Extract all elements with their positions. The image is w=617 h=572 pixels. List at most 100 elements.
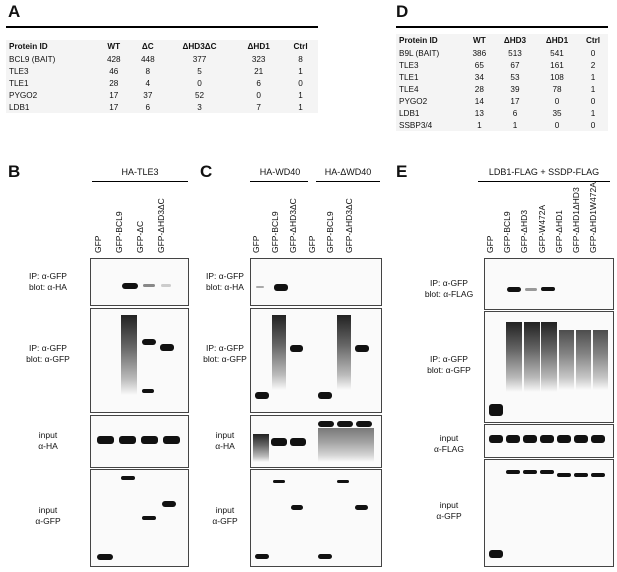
lane-label: GFP-ΔC: [135, 220, 145, 253]
panel-b-blot-ip-ha: [90, 258, 189, 306]
table-cell: 65: [474, 60, 484, 70]
table-header-cell: Ctrl: [293, 42, 308, 51]
table-d-top-rule: [396, 26, 608, 28]
table-cell: 1: [477, 120, 482, 130]
table-cell: 1: [298, 90, 303, 100]
table-cell: 1: [512, 120, 518, 130]
label-line: IP: α-GFP: [206, 271, 244, 281]
table-cell: 0: [554, 96, 560, 106]
panel-c-header-wd40: HA-WD40: [259, 167, 301, 177]
label-line: blot: α-HA: [206, 282, 244, 292]
label-line: blot: α-HA: [29, 282, 67, 292]
lane-label: GFP-ΔHD1W472A: [588, 182, 599, 253]
table-cell: 513: [508, 48, 522, 58]
table-cell: 1: [590, 72, 596, 82]
table-cell: 78: [552, 84, 562, 94]
panel-c-blot-input-ha: [250, 415, 382, 468]
panel-b-header-rule: [92, 181, 188, 182]
lane-label: GFP: [93, 235, 103, 253]
panel-b-label-input-ha: input α-HA: [8, 430, 88, 452]
lane-label: GFP: [485, 235, 495, 253]
panel-c-label-input-ha: input α-HA: [202, 430, 248, 452]
table-a-header-row: Protein ID WT ΔC ΔHD3ΔC ΔHD1 Ctrl: [6, 40, 318, 53]
table-cell: LDB1: [399, 108, 420, 118]
label-line: α-HA: [38, 441, 58, 451]
table-cell: 2: [590, 60, 596, 70]
table-row: TLE3 46 8 5 21 1: [6, 65, 318, 77]
panel-letter-d: D: [396, 2, 409, 21]
panel-e-blot-ip-gfp: [484, 311, 614, 423]
table-cell: 0: [590, 96, 596, 106]
panel-e-blot-ip-flag: [484, 258, 614, 310]
table-cell: 1: [298, 66, 303, 76]
table-cell: 323: [251, 54, 266, 64]
label-line: blot: α-GFP: [427, 365, 471, 375]
panel-b-label-ip-ha: IP: α-GFP blot: α-HA: [8, 271, 88, 293]
label-line: IP: α-GFP: [430, 278, 468, 288]
table-row: SSBP3/4 1 1 0 0: [396, 119, 608, 131]
table-cell: TLE4: [399, 84, 419, 94]
lane-label: GFP-ΔHD1: [553, 210, 564, 253]
table-cell: 28: [109, 78, 119, 88]
table-row: LDB1 13 6 35 1: [396, 107, 608, 119]
panel-b-label-ip-gfp: IP: α-GFP blot: α-GFP: [8, 343, 88, 365]
table-header-cell: Ctrl: [585, 36, 601, 45]
lane-label: GFP-ΔHD3ΔC: [156, 198, 166, 253]
table-cell: 1: [298, 102, 303, 112]
table-cell: TLE3: [399, 60, 419, 70]
panel-e-blot-input-flag: [484, 424, 614, 458]
table-cell: 53: [510, 72, 520, 82]
panel-c-header-rule-2: [316, 181, 380, 182]
panel-c-label-ip-ha: IP: α-GFP blot: α-HA: [202, 271, 248, 293]
label-line: IP: α-GFP: [29, 343, 67, 353]
label-line: input: [439, 433, 459, 443]
table-cell: PYGO2: [9, 90, 38, 100]
label-line: input: [439, 500, 459, 510]
table-cell: 0: [554, 120, 560, 130]
table-row: LDB1 17 6 3 7 1: [6, 101, 318, 113]
table-row: PYGO2 14 17 0 0: [396, 95, 608, 107]
table-cell: BCL9 (BAIT): [9, 54, 56, 64]
table-row: BCL9 (BAIT) 428 448 377 323 8: [6, 53, 318, 65]
table-cell: 21: [254, 66, 264, 76]
table-d-body: B9L (BAIT) 386 513 541 0 TLE3 65 67 161 2 TLE1 34 53…: [396, 47, 608, 131]
panel-letter-c: C: [200, 162, 213, 181]
panel-b-blot-input-ha: [90, 415, 189, 468]
table-cell: 6: [145, 102, 151, 112]
lane-label: GFP: [306, 235, 317, 253]
table-cell: 108: [550, 72, 564, 82]
table-cell: 0: [590, 120, 596, 130]
table-cell: 67: [510, 60, 520, 70]
table-cell: 52: [194, 90, 205, 100]
table-cell: 6: [512, 108, 518, 118]
label-line: α-HA: [215, 441, 235, 451]
lane-label: GFP-W472A: [536, 204, 547, 253]
panel-c-label-ip-gfp: IP: α-GFP blot: α-GFP: [202, 343, 248, 365]
table-cell: TLE1: [399, 72, 419, 82]
panel-e-header: LDB1-FLAG + SSDP-FLAG: [488, 167, 600, 177]
lane-label: GFP-BCL9: [114, 211, 124, 253]
table-cell: 8: [298, 54, 303, 64]
label-line: blot: α-GFP: [26, 354, 70, 364]
table-row: PYGO2 17 37 52 0 1: [6, 89, 318, 101]
table-cell: 28: [474, 84, 484, 94]
table-header-cell: WT: [472, 36, 486, 45]
table-cell: 4: [145, 78, 151, 88]
panel-b-header: HA-TLE3: [121, 167, 159, 177]
table-cell: PYGO2: [399, 96, 428, 106]
panel-e-blot-input-gfp: [484, 459, 614, 567]
table-header-cell: WT: [107, 42, 121, 51]
table-cell: 13: [474, 108, 484, 118]
table-row: TLE1 34 53 108 1: [396, 71, 608, 83]
panel-c-header-dwd40: HA-ΔWD40: [324, 167, 372, 177]
table-cell: 17: [109, 102, 119, 112]
table-cell: 0: [256, 90, 261, 100]
table-row: TLE4 28 39 78 1: [396, 83, 608, 95]
table-header-cell: Protein ID: [9, 42, 48, 51]
table-cell: TLE3: [9, 66, 29, 76]
lane-label: GFP: [251, 235, 261, 253]
table-cell: 386: [472, 48, 487, 58]
panel-e-label-input-gfp: input α-GFP: [418, 500, 480, 522]
table-cell: 1: [590, 108, 596, 118]
table-cell: 5: [197, 66, 202, 76]
